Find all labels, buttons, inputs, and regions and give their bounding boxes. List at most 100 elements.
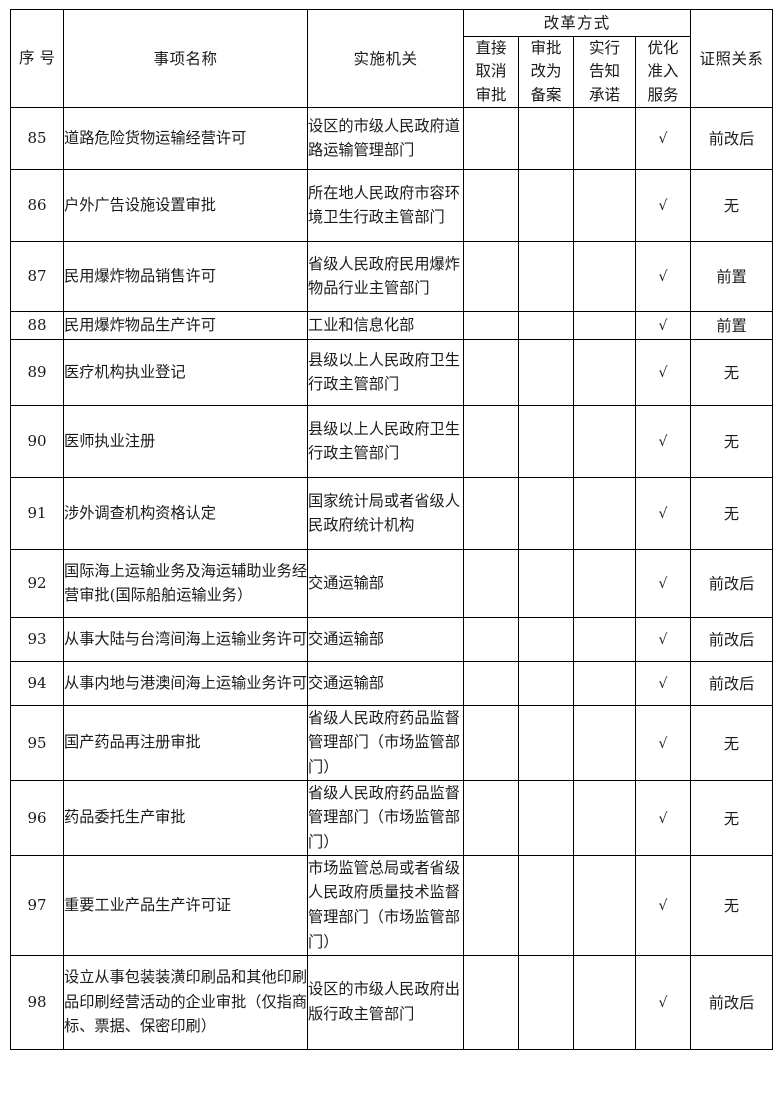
row-mark-promise [573, 854, 636, 956]
table-row: 87 民用爆炸物品销售许可 省级人民政府民用爆炸物品行业主管部门 √ 前置 [10, 240, 773, 312]
header-method-cancel: 直接 取消 审批 [463, 36, 519, 108]
row-sequence-number: 93 [10, 616, 64, 662]
row-mark-promise [573, 954, 636, 1050]
row-mark-promise [573, 704, 636, 781]
row-mark-optimize: √ [635, 106, 691, 170]
row-item-name: 医疗机构执业登记 [63, 338, 308, 406]
header-implementing-organ: 实施机关 [307, 9, 464, 108]
check-icon: √ [658, 576, 668, 593]
row-mark-cancel [463, 779, 519, 856]
row-mark-cancel [463, 616, 519, 662]
check-icon: √ [658, 131, 668, 148]
header-method-cancel-line-3: 审批 [475, 85, 507, 104]
header-method-promise-line-1: 实行 [588, 39, 620, 57]
row-certificate-relation: 无 [690, 779, 773, 856]
row-mark-cancel [463, 476, 519, 550]
row-mark-record [518, 660, 574, 706]
row-mark-cancel [463, 404, 519, 478]
row-mark-optimize: √ [635, 779, 691, 856]
row-mark-cancel [463, 660, 519, 706]
row-certificate-relation: 无 [690, 854, 773, 956]
row-mark-optimize: √ [635, 616, 691, 662]
table-row: 94 从事内地与港澳间海上运输业务许可 交通运输部 √ 前改后 [10, 660, 773, 706]
row-certificate-relation: 前置 [690, 310, 773, 340]
row-item-name: 户外广告设施设置审批 [63, 168, 308, 242]
table-body: 85 道路危险货物运输经营许可 设区的市级人民政府道路运输管理部门 √ 前改后 86 户外广… [10, 106, 773, 1050]
row-mark-optimize: √ [635, 310, 691, 340]
row-sequence-number: 86 [10, 168, 64, 242]
header-method-optimize-line-1: 优化 [647, 39, 679, 57]
row-mark-optimize: √ [635, 476, 691, 550]
table-row: 91 涉外调查机构资格认定 国家统计局或者省级人民政府统计机构 √ 无 [10, 476, 773, 550]
row-mark-optimize: √ [635, 660, 691, 706]
table-row: 86 户外广告设施设置审批 所在地人民政府市容环境卫生行政主管部门 √ 无 [10, 168, 773, 242]
row-mark-record [518, 854, 574, 956]
header-seq-line-1: 序 [19, 48, 35, 67]
row-certificate-relation: 前改后 [690, 106, 773, 170]
row-item-name: 国产药品再注册审批 [63, 704, 308, 781]
row-item-name: 设立从事包装装潢印刷品和其他印刷品印刷经营活动的企业审批（仅指商标、票据、保密印… [63, 954, 308, 1050]
header-method-record-line-3: 备案 [530, 85, 562, 104]
check-icon: √ [658, 506, 668, 523]
row-mark-record [518, 548, 574, 618]
check-icon: √ [658, 810, 668, 827]
row-mark-cancel [463, 854, 519, 956]
row-sequence-number: 97 [10, 854, 64, 956]
header-method-record: 审批 改为 备案 [518, 36, 574, 108]
row-mark-cancel [463, 240, 519, 312]
check-icon: √ [658, 318, 668, 335]
check-icon: √ [658, 198, 668, 215]
row-mark-record [518, 616, 574, 662]
row-sequence-number: 94 [10, 660, 64, 706]
row-item-name: 从事内地与港澳间海上运输业务许可 [63, 660, 308, 706]
row-certificate-relation: 无 [690, 168, 773, 242]
row-certificate-relation: 前置 [690, 240, 773, 312]
row-sequence-number: 85 [10, 106, 64, 170]
header-method-record-line-2: 改为 [530, 62, 562, 81]
row-mark-promise [573, 106, 636, 170]
header-seq: 序 号 [10, 9, 64, 108]
row-implementing-organ: 设区的市级人民政府道路运输管理部门 [307, 106, 464, 170]
row-implementing-organ: 交通运输部 [307, 660, 464, 706]
row-mark-promise [573, 240, 636, 312]
row-mark-promise [573, 310, 636, 340]
row-mark-promise [573, 168, 636, 242]
row-mark-cancel [463, 338, 519, 406]
row-mark-cancel [463, 106, 519, 170]
check-icon: √ [658, 735, 668, 752]
administrative-reform-table: 序 号 事项名称 实施机关 改革方式 证照关系 直接 取消 审批 审批 改为 备… [10, 9, 773, 1050]
row-mark-record [518, 106, 574, 170]
header-method-optimize: 优化 准入 服务 [635, 36, 691, 108]
row-mark-record [518, 954, 574, 1050]
header-method-cancel-line-1: 直接 [475, 39, 507, 57]
row-mark-optimize: √ [635, 404, 691, 478]
row-item-name: 重要工业产品生产许可证 [63, 854, 308, 956]
row-implementing-organ: 所在地人民政府市容环境卫生行政主管部门 [307, 168, 464, 242]
row-mark-cancel [463, 168, 519, 242]
row-implementing-organ: 市场监管总局或者省级人民政府质量技术监督管理部门（市场监管部门） [307, 854, 464, 956]
row-item-name: 药品委托生产审批 [63, 779, 308, 856]
header-method-optimize-line-3: 服务 [647, 85, 679, 104]
check-icon: √ [658, 898, 668, 914]
header-method-promise-line-2: 告知 [588, 62, 620, 81]
header-method-optimize-line-2: 准入 [647, 62, 679, 81]
row-implementing-organ: 交通运输部 [307, 616, 464, 662]
row-sequence-number: 89 [10, 338, 64, 406]
check-icon: √ [658, 365, 668, 382]
row-item-name: 医师执业注册 [63, 404, 308, 478]
row-mark-promise [573, 404, 636, 478]
row-mark-optimize: √ [635, 240, 691, 312]
row-sequence-number: 88 [10, 310, 64, 340]
row-mark-promise [573, 779, 636, 856]
row-mark-cancel [463, 704, 519, 781]
row-mark-optimize: √ [635, 954, 691, 1050]
row-mark-cancel [463, 954, 519, 1050]
row-certificate-relation: 无 [690, 704, 773, 781]
row-implementing-organ: 国家统计局或者省级人民政府统计机构 [307, 476, 464, 550]
row-implementing-organ: 省级人民政府药品监督管理部门（市场监管部门） [307, 704, 464, 781]
row-mark-promise [573, 616, 636, 662]
header-row-methods: 直接 取消 审批 审批 改为 备案 实行 告知 承诺 优化 准入 服务 [11, 36, 773, 108]
row-certificate-relation: 无 [690, 338, 773, 406]
row-mark-optimize: √ [635, 854, 691, 956]
